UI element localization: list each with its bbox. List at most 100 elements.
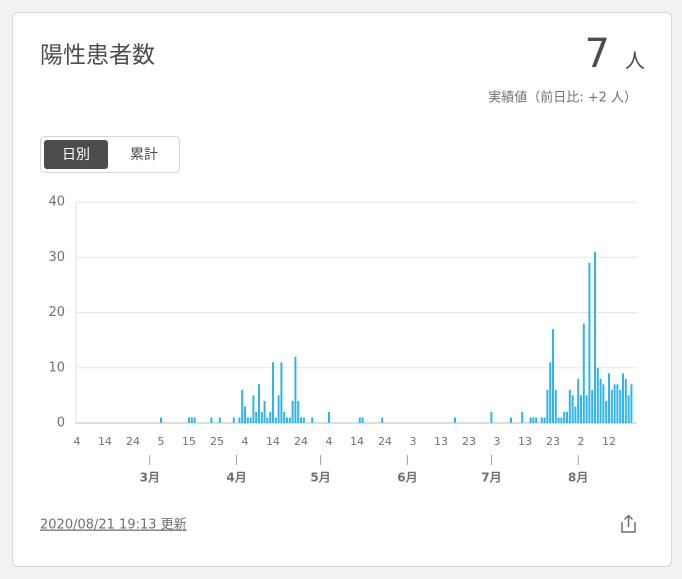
month-label: 3月 <box>140 471 160 485</box>
x-tick-label: 4 <box>242 435 249 448</box>
bar <box>577 378 580 423</box>
bar <box>249 417 252 423</box>
bar <box>616 384 619 423</box>
bar <box>252 395 255 423</box>
bar <box>274 417 277 423</box>
bar <box>521 411 524 423</box>
month-label: 6月 <box>397 471 417 485</box>
bar <box>594 251 596 423</box>
bar <box>294 356 297 423</box>
y-tick-label: 20 <box>48 305 65 320</box>
bar <box>490 411 493 423</box>
bar <box>260 411 263 423</box>
bar <box>554 389 557 423</box>
x-tick-label: 24 <box>126 435 140 448</box>
bar <box>613 384 616 423</box>
x-tick-label: 23 <box>462 435 476 448</box>
x-tick-label: 23 <box>546 435 560 448</box>
bar <box>263 400 266 423</box>
bar <box>532 417 535 423</box>
bar <box>272 362 274 423</box>
bar <box>585 395 588 423</box>
bar <box>591 389 594 423</box>
bar <box>568 389 571 423</box>
bar <box>563 411 566 423</box>
bar <box>210 417 213 423</box>
x-tick-label: 5 <box>158 435 165 448</box>
share-icon[interactable] <box>621 514 636 533</box>
x-tick-label: 24 <box>378 435 392 448</box>
bar <box>300 417 302 423</box>
headline-unit: 人 <box>625 49 645 73</box>
bar <box>328 411 330 423</box>
bar <box>297 400 300 423</box>
bar <box>580 395 582 423</box>
bar <box>244 406 246 423</box>
headline-note: 実績値（前日比: +2 人） <box>488 90 637 106</box>
bar <box>552 329 554 423</box>
x-tick-label: 24 <box>294 435 308 448</box>
bar <box>560 417 563 423</box>
bar <box>529 417 532 423</box>
bar <box>588 262 591 423</box>
bar <box>599 378 602 423</box>
bar <box>160 417 162 423</box>
bar <box>454 417 456 423</box>
x-tick-label: 14 <box>98 435 112 448</box>
month-label: 4月 <box>226 471 246 485</box>
bar <box>288 417 291 423</box>
bar <box>608 373 610 423</box>
bar <box>280 362 283 423</box>
bar <box>218 417 221 423</box>
bar <box>605 400 608 423</box>
y-tick-label: 30 <box>48 250 65 265</box>
bar <box>255 411 258 423</box>
x-tick-label: 4 <box>326 435 333 448</box>
bar <box>582 323 585 423</box>
bar <box>311 417 314 423</box>
bar <box>535 417 538 423</box>
bar <box>246 417 249 423</box>
plot: 0 10 20 30 40 4 14 24 3月 5 15 25 4月 4 14 24 5月 4 14 24 6月 3 13… <box>48 195 637 485</box>
bar <box>543 417 546 423</box>
bar <box>557 417 560 423</box>
bar <box>571 395 574 423</box>
bar <box>258 384 260 423</box>
x-tick-label: 14 <box>350 435 364 448</box>
bar <box>510 417 512 423</box>
bar <box>238 417 241 423</box>
bar <box>540 417 543 423</box>
bar <box>602 384 605 423</box>
x-tick-label: 3 <box>494 435 501 448</box>
bar <box>188 417 190 423</box>
bar <box>549 362 552 423</box>
bar <box>277 395 280 423</box>
month-label: 8月 <box>568 471 588 485</box>
x-tick-label: 14 <box>266 435 280 448</box>
toggle-active[interactable] <box>44 140 108 169</box>
bar <box>361 417 364 423</box>
month-label: 7月 <box>481 471 501 485</box>
bar <box>241 389 244 423</box>
y-tick-label: 40 <box>48 195 65 210</box>
bar <box>269 411 272 423</box>
bar <box>566 411 568 423</box>
x-tick-label: 25 <box>210 435 224 448</box>
month-label: 5月 <box>310 471 330 485</box>
bar <box>627 395 630 423</box>
bar <box>302 417 305 423</box>
x-tick-label: 13 <box>434 435 448 448</box>
x-tick-label: 4 <box>74 435 81 448</box>
card-title: 陽性患者数 <box>40 43 155 69</box>
bar <box>381 417 384 423</box>
bar <box>619 389 622 423</box>
bar <box>232 417 235 423</box>
toggle-daily[interactable]: 日別 <box>62 147 90 163</box>
bar <box>358 417 361 423</box>
toggle-cumulative[interactable]: 累計 <box>130 147 158 163</box>
x-tick-label: 3 <box>410 435 417 448</box>
y-tick-label: 10 <box>48 360 65 375</box>
bar <box>286 417 288 423</box>
bar <box>190 417 193 423</box>
bar <box>283 411 286 423</box>
